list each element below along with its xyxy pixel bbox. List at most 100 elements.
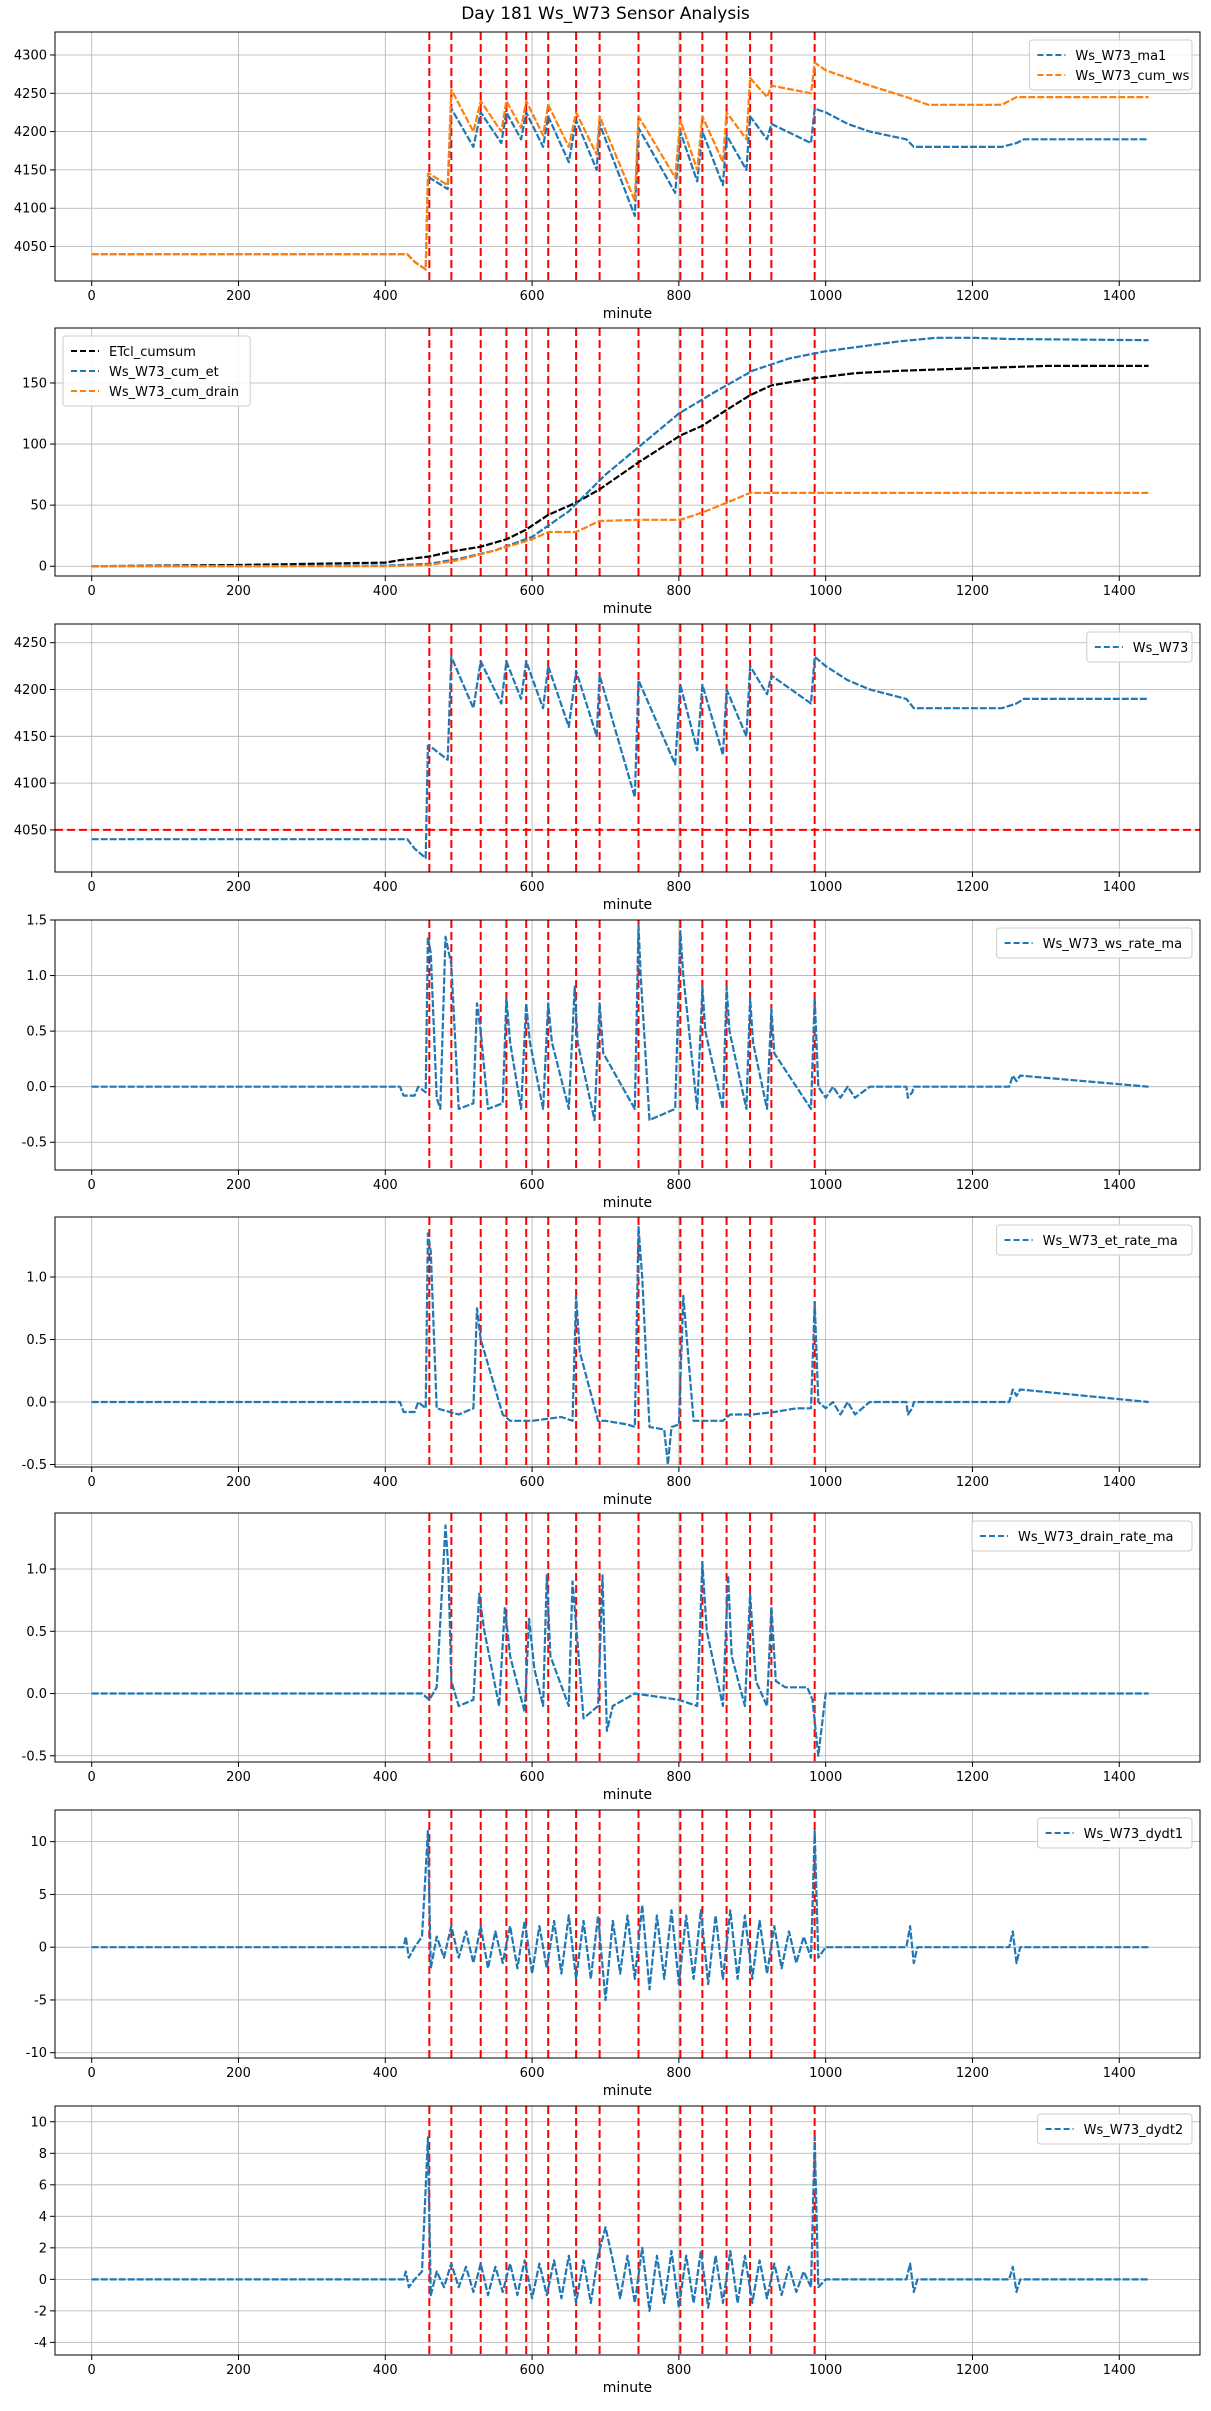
legend-box [62, 335, 251, 407]
y-tick-label: 1.5 [26, 914, 47, 929]
subplot-1: 0 200 400 600 800 1000 1200 1400 4050 4100 4150 420… [14, 31, 1201, 322]
legend: Ws_W73_dydt2 [1037, 2113, 1193, 2145]
series-line-Ws_W73_cum_et [91, 336, 1149, 568]
x-tick-label: 1200 [956, 1178, 989, 1193]
y-tick-label: 150 [22, 376, 47, 391]
x-tick-label: 400 [373, 1770, 398, 1785]
axes-frame [54, 327, 1201, 577]
x-tick-label: 1200 [956, 1475, 989, 1490]
legend-label: Ws_W73_drain_rate_ma [1018, 1530, 1173, 1545]
subplot-8: 0 200 400 600 800 1000 1200 1400 -4 -2 0 2 4 6 8 10 minu… [30, 2105, 1201, 2396]
series-line-Ws_W73_ws_rate_ma [91, 924, 1149, 1122]
x-tick-label: 1400 [1103, 1475, 1136, 1490]
x-tick-label: 800 [666, 289, 691, 304]
y-tick-label: 1.0 [26, 969, 47, 984]
x-tick-label: 1000 [809, 1770, 842, 1785]
x-tick-label: 200 [226, 1178, 251, 1193]
x-tick-label: 800 [666, 1770, 691, 1785]
x-tick-label: 400 [373, 1178, 398, 1193]
subplot-3: 0 200 400 600 800 1000 1200 1400 4050 4100 4150 420… [14, 623, 1201, 913]
x-tick-label: 200 [226, 1475, 251, 1490]
y-tick-label: 0.0 [26, 1687, 47, 1702]
x-axis-label: minute [603, 2083, 652, 2099]
x-tick-label: 600 [520, 1178, 545, 1193]
y-tick-label: 6 [39, 2178, 47, 2193]
x-tick-label: 1400 [1103, 1770, 1136, 1785]
y-tick-label: 0.0 [26, 1396, 47, 1411]
legend-label: Ws_W73_dydt2 [1084, 2123, 1184, 2138]
y-tick-label: -2 [34, 2304, 47, 2319]
axes-frame [54, 31, 1201, 282]
y-tick-label: 4150 [14, 730, 47, 745]
x-tick-label: 600 [520, 2066, 545, 2081]
x-tick-label: 800 [666, 2066, 691, 2081]
x-tick-label: 0 [88, 1475, 96, 1490]
series-line-Ws_W73_dydt1 [91, 1829, 1149, 2002]
y-tick-label: 8 [39, 2147, 47, 2162]
x-axis-label: minute [603, 1195, 652, 1211]
subplot-4: 0 200 400 600 800 1000 1200 1400 -0.5 0.0 0.5 1.0 1.… [22, 914, 1201, 1211]
x-tick-label: 1000 [809, 289, 842, 304]
legend: ETcl_cumsum Ws_W73_cum_et Ws_W73_cum_drain [62, 335, 251, 407]
x-tick-label: 200 [226, 2066, 251, 2081]
y-tick-label: 4100 [14, 777, 47, 792]
y-tick-label: 10 [30, 1835, 47, 1850]
axes-frame [54, 919, 1201, 1171]
x-tick-label: 400 [373, 2066, 398, 2081]
x-tick-label: 1200 [956, 880, 989, 895]
y-tick-label: 4100 [14, 202, 47, 217]
y-tick-label: 2 [39, 2241, 47, 2256]
x-tick-label: 0 [88, 1770, 96, 1785]
legend-label: Ws_W73_dydt1 [1084, 1827, 1184, 1842]
x-tick-label: 1000 [809, 880, 842, 895]
legend-box [1037, 1817, 1193, 1849]
x-tick-label: 800 [666, 2363, 691, 2378]
y-tick-label: 0.5 [26, 1025, 47, 1040]
x-tick-label: 1200 [956, 584, 989, 599]
y-tick-label: 4 [39, 2210, 47, 2225]
y-tick-label: 0 [39, 560, 47, 575]
x-tick-label: 200 [226, 584, 251, 599]
x-tick-label: 400 [373, 2363, 398, 2378]
series-line-Ws_W73_et_rate_ma [91, 1225, 1149, 1466]
x-tick-label: 1200 [956, 289, 989, 304]
y-tick-label: -0.5 [22, 1136, 47, 1151]
axes-frame [54, 623, 1201, 873]
series-line-Ws_W73_cum_drain [91, 491, 1149, 568]
x-tick-label: 600 [520, 1770, 545, 1785]
x-tick-label: 0 [88, 1178, 96, 1193]
x-tick-label: 1400 [1103, 289, 1136, 304]
x-tick-label: 1400 [1103, 2363, 1136, 2378]
x-tick-label: 200 [226, 1770, 251, 1785]
subplot-6: 0 200 400 600 800 1000 1200 1400 -0.5 0.0 0.5 1.0 mi… [22, 1512, 1201, 1803]
y-tick-label: 1.0 [26, 1563, 47, 1578]
legend: Ws_W73_ma1 Ws_W73_cum_ws [1028, 39, 1193, 91]
x-tick-label: 1400 [1103, 2066, 1136, 2081]
y-tick-label: -10 [26, 2046, 47, 2061]
axes-frame [54, 2105, 1201, 2356]
legend: Ws_W73 [1086, 631, 1193, 663]
x-tick-label: 400 [373, 1475, 398, 1490]
y-tick-label: 4050 [14, 823, 47, 838]
x-axis-label: minute [603, 1492, 652, 1508]
x-tick-label: 1200 [956, 2363, 989, 2378]
axes-frame [54, 1216, 1201, 1468]
x-tick-label: 0 [88, 2066, 96, 2081]
legend-box [996, 1224, 1193, 1256]
y-tick-label: 4300 [14, 48, 47, 63]
y-tick-label: 1.0 [26, 1271, 47, 1286]
x-tick-label: 1000 [809, 2066, 842, 2081]
x-tick-label: 1400 [1103, 880, 1136, 895]
x-axis-label: minute [603, 601, 652, 617]
y-tick-label: 4050 [14, 240, 47, 255]
subplot-7: 0 200 400 600 800 1000 1200 1400 -10 -5 0 5 10 minute… [26, 1809, 1201, 2099]
x-tick-label: 200 [226, 289, 251, 304]
x-tick-label: 400 [373, 289, 398, 304]
y-tick-label: 4250 [14, 636, 47, 651]
legend-box [1037, 2113, 1193, 2145]
x-tick-label: 400 [373, 880, 398, 895]
subplot-2: 0 200 400 600 800 1000 1200 1400 0 50 100 150 minute… [22, 327, 1201, 617]
legend-label: Ws_W73_cum_et [109, 365, 219, 380]
legend-label: Ws_W73 [1133, 641, 1189, 656]
x-tick-label: 1400 [1103, 1178, 1136, 1193]
